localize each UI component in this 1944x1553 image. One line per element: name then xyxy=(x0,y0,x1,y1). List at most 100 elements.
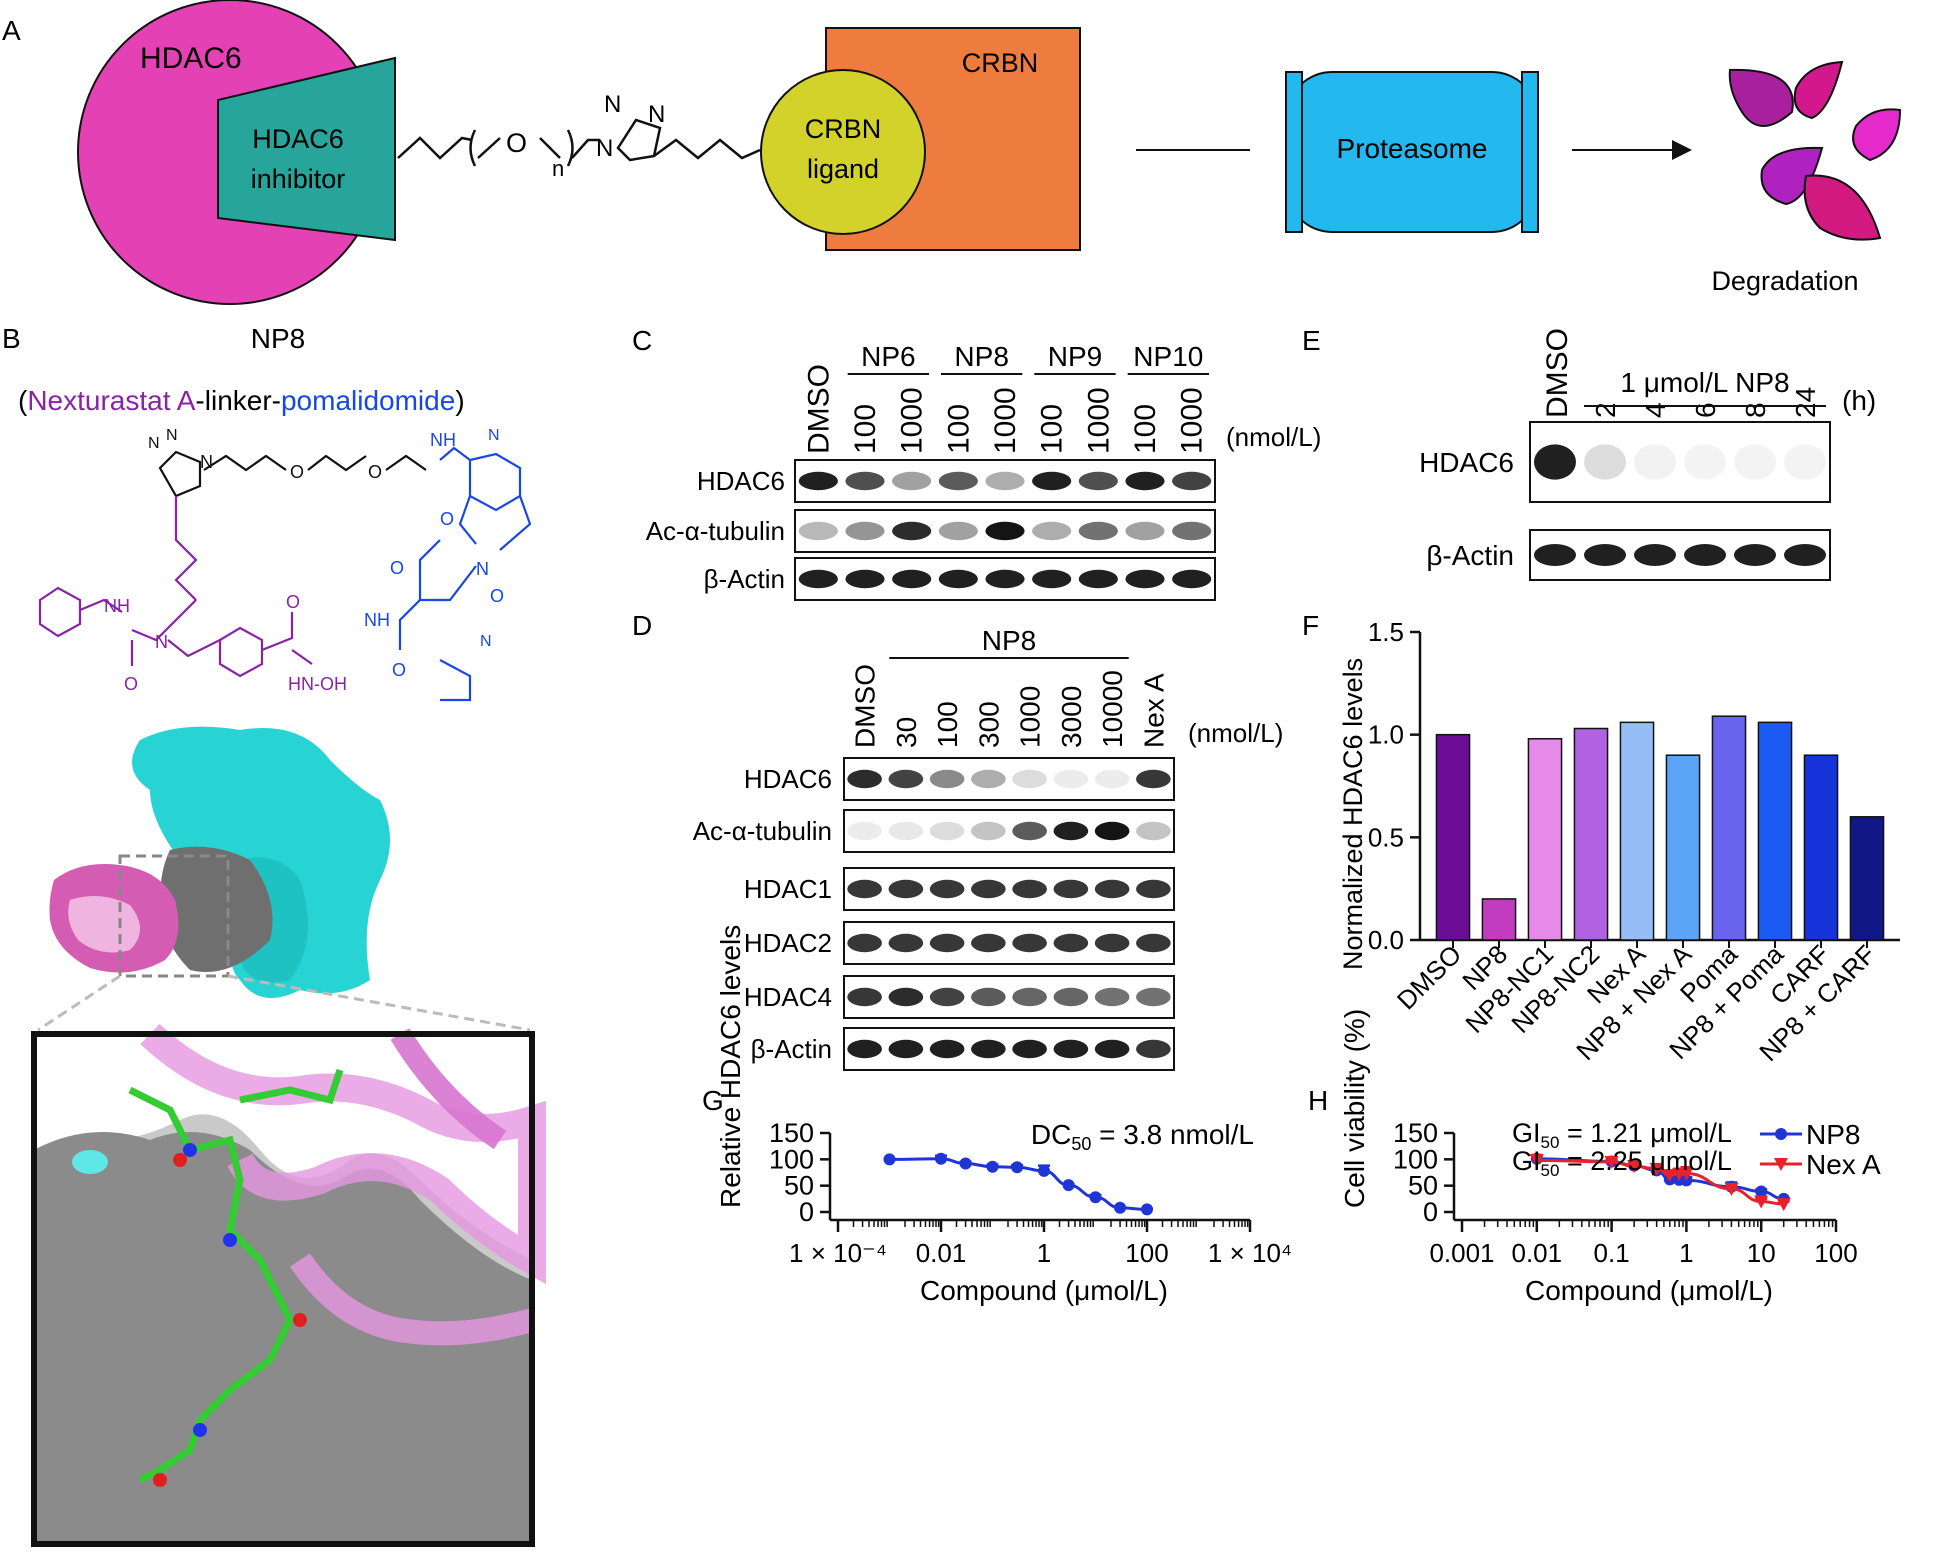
y-tick-label: 100 xyxy=(769,1144,814,1174)
bar-np8-poma xyxy=(1757,721,1793,941)
blot-c-row-band xyxy=(1125,569,1165,589)
atom-o7: O xyxy=(390,558,404,578)
blot-d-row-band xyxy=(971,769,1006,789)
blot-c-row-band xyxy=(845,471,885,491)
dc50-annotation: DC50 = 3.8 nmol/L xyxy=(1031,1119,1254,1154)
atom-o5: O xyxy=(440,509,454,529)
blot-d-row-band xyxy=(1012,879,1047,899)
x-tick-label: 1 xyxy=(1037,1238,1051,1268)
lane-label-time: 2 xyxy=(1590,402,1621,418)
lane-label: 1000 xyxy=(1015,686,1046,748)
x-tick-label: 100 xyxy=(1125,1238,1168,1268)
blot-e-row-frame xyxy=(1529,421,1831,503)
blot-d-row-band xyxy=(847,879,882,899)
y-axis-label: Relative HDAC6 levels xyxy=(715,925,746,1208)
g-data-point xyxy=(935,1152,947,1165)
x-tick-label: 10 xyxy=(1747,1238,1776,1268)
y-axis-label: Cell viability (%) xyxy=(1339,1009,1370,1208)
atom-hnoh: HN-OH xyxy=(288,674,347,694)
blot-d-row-band xyxy=(1136,769,1171,789)
h-series-1-point xyxy=(1649,1162,1664,1176)
degradation-label: Degradation xyxy=(1711,266,1858,296)
blot-c-row-band xyxy=(1032,471,1072,491)
h-series-1-point xyxy=(1679,1167,1694,1181)
atom-n1: N xyxy=(155,632,168,652)
blot-e-row-band xyxy=(1784,544,1826,566)
h-fit-curve-1 xyxy=(1536,1158,1784,1206)
bar-np8-nc2 xyxy=(1573,727,1609,941)
blot-c-row-band xyxy=(845,521,885,541)
g-data-point xyxy=(1038,1164,1050,1177)
blot-c-row-band xyxy=(938,521,978,541)
y-tick-label: 0 xyxy=(1423,1197,1438,1227)
row-label: HDAC2 xyxy=(744,928,832,958)
atom-n6: N xyxy=(166,427,178,444)
x-tick-label: 1 × 10⁴ xyxy=(1208,1238,1292,1268)
blot-c-row-band xyxy=(1125,471,1165,491)
blot-e-row-band xyxy=(1684,544,1726,566)
blot-e-row-band xyxy=(1734,544,1776,566)
blot-c-row-band xyxy=(798,521,838,541)
atom-o8: O xyxy=(392,660,406,680)
legend-label-0: NP8 xyxy=(1806,1119,1860,1150)
lane-label: 100 xyxy=(932,701,963,748)
blot-d-row-band xyxy=(1053,821,1089,841)
blot-d-row-band xyxy=(847,821,882,841)
blot-e-row-band xyxy=(1634,544,1676,566)
panel-label-g: G xyxy=(702,1085,724,1116)
crbn-ligand xyxy=(760,69,926,235)
blot-d-row-band xyxy=(1136,879,1171,899)
blot-d-row-band xyxy=(1012,1039,1047,1059)
atom-o4: O xyxy=(286,592,300,612)
blot-c-row-band xyxy=(798,569,838,589)
panel-label-a: A xyxy=(2,15,21,46)
y-tick-label: 1.0 xyxy=(1368,720,1404,750)
blot-d-row-band xyxy=(888,1039,924,1059)
y-tick-label: 0 xyxy=(799,1197,814,1227)
blot-d-row-band xyxy=(1053,879,1089,899)
blot-d-row-band xyxy=(1053,769,1089,789)
blot-d-row-band xyxy=(888,821,924,841)
atom-nh1: NH xyxy=(104,596,130,616)
triazole-n1: N xyxy=(596,135,613,162)
g-data-point xyxy=(883,1153,896,1166)
blot-d-row-band xyxy=(929,933,965,953)
bar-dmso xyxy=(1435,733,1471,941)
h-series-1-point xyxy=(1529,1154,1544,1168)
lane-label-dose: 100 xyxy=(942,404,975,454)
lane-label: 10000 xyxy=(1097,670,1128,748)
atom-o6: O xyxy=(490,586,504,606)
lane-label-dose: 100 xyxy=(1036,404,1069,454)
y-tick-label: 150 xyxy=(1393,1118,1438,1148)
blot-d-row-band xyxy=(929,987,965,1007)
blot-d: DMSO 30 100 300 1000 3000 10000 Nex A NP8 (nmol/L… xyxy=(693,625,1283,1071)
x-tick-label: 100 xyxy=(1814,1238,1857,1268)
row-label: HDAC6 xyxy=(1419,447,1514,478)
blot-d-row-band xyxy=(1012,821,1047,841)
unit-label: (nmol/L) xyxy=(1226,422,1321,452)
blot-e-row-frame xyxy=(1529,529,1831,581)
lane-label-dose: 1000 xyxy=(1082,387,1115,454)
blot-c-row-band xyxy=(938,569,978,589)
gi50-annotation-0: GI50 = 1.21 μmol/L xyxy=(1512,1118,1732,1152)
proteasome-label: Proteasome xyxy=(1337,133,1488,164)
legend-label-1: Nex A xyxy=(1806,1149,1881,1180)
proteasome xyxy=(1285,71,1539,233)
degraded-fragments xyxy=(1728,60,1902,241)
panel-label-c: C xyxy=(632,325,652,356)
blot-c-row-band xyxy=(985,521,1025,541)
blot-d-row-band xyxy=(1094,1039,1130,1059)
blot-c: DMSO 100 1000 100 1000 100 1000 100 1000 NP6 NP8 NP… xyxy=(646,341,1321,601)
bar-nex-a xyxy=(1619,721,1655,941)
lane-label: 3000 xyxy=(1056,686,1087,748)
ternary-complex-model xyxy=(37,726,531,1032)
atom-n4: N xyxy=(200,452,213,472)
blot-c-row-band xyxy=(845,569,885,589)
blot-d-row-band xyxy=(888,987,924,1007)
blot-d-row-band xyxy=(1053,933,1089,953)
blot-d-row-band xyxy=(847,769,882,789)
blot-d-row-band xyxy=(1053,987,1089,1007)
group-label-NP8: NP8 xyxy=(954,341,1008,372)
